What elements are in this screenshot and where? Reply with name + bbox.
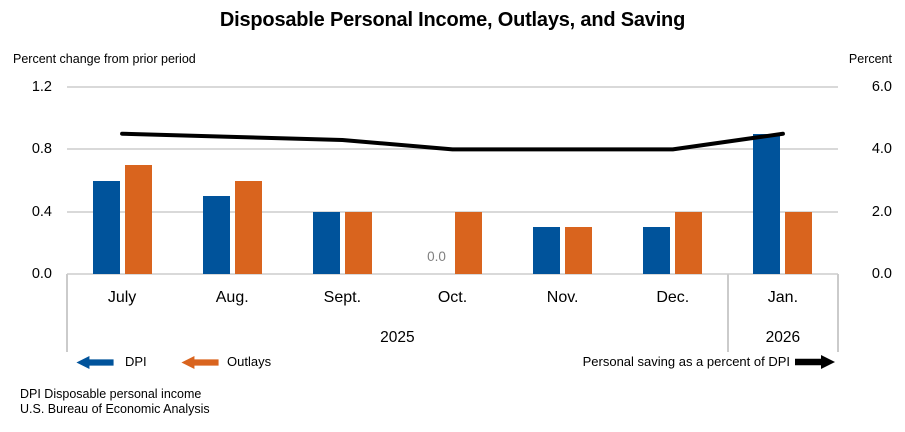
bar-dpi-dec <box>643 227 671 274</box>
zero-value-label: 0.0 <box>427 249 446 264</box>
bar-outlays-july <box>124 164 152 274</box>
category-separator <box>726 274 729 352</box>
category-separator <box>837 274 839 352</box>
chart-title: Disposable Personal Income, Outlays, and… <box>219 9 686 31</box>
bar-outlays-sept <box>344 211 372 274</box>
dpi-arrow-icon <box>76 356 114 369</box>
legend-label-saving: Personal saving as a percent of DPI <box>582 354 790 369</box>
dpi-arrow-shape <box>76 356 114 369</box>
bar-outlays-aug <box>234 180 262 274</box>
legend-label-outlays: Outlays <box>227 354 272 369</box>
bar-dpi-aug <box>202 196 230 274</box>
saving-line-path <box>120 131 785 152</box>
x-label-nov: Nov. <box>546 289 579 306</box>
y-tick-right: 4.0 <box>871 141 892 158</box>
outlays-arrow-shape <box>181 356 219 369</box>
gridline <box>67 86 838 88</box>
x-label-dec: Dec. <box>656 289 690 306</box>
bar-outlays-oct <box>455 211 482 274</box>
year-label-2026: 2026 <box>765 329 801 346</box>
outlays-arrow-icon <box>181 356 219 369</box>
saving-arrow-shape <box>795 355 835 369</box>
footnote-dpi: DPI Disposable personal income <box>20 387 202 401</box>
gridline <box>67 210 838 213</box>
x-label-sept: Sept. <box>323 289 362 306</box>
y-tick-right: 2.0 <box>871 203 892 220</box>
saving-line <box>120 131 785 152</box>
y-tick-left: 0.8 <box>31 141 52 158</box>
x-label-jan: Jan. <box>767 289 799 306</box>
left-axis-caption: Percent change from prior period <box>13 52 196 66</box>
y-tick-right: 6.0 <box>871 79 892 95</box>
year-label-2025: 2025 <box>380 329 415 346</box>
y-tick-right: 0.0 <box>871 266 892 282</box>
right-axis-caption: Percent <box>848 52 892 66</box>
footnotes: DPI Disposable personal income U.S. Bure… <box>20 387 210 416</box>
y-tick-left: 1.2 <box>31 79 52 95</box>
bar-dpi-nov <box>533 227 561 274</box>
bar-outlays-jan <box>785 211 813 274</box>
footnote-source: U.S. Bureau of Economic Analysis <box>20 401 210 416</box>
gridline <box>67 273 838 275</box>
bar-dpi-july <box>92 180 120 274</box>
x-label-oct: Oct. <box>437 289 468 306</box>
x-label-july: July <box>107 289 137 306</box>
saving-arrow-icon <box>795 355 835 369</box>
y-tick-left: 0.4 <box>31 203 52 220</box>
bar-dpi-jan <box>753 133 781 274</box>
bar-outlays-dec <box>675 211 703 274</box>
category-separator <box>66 274 68 352</box>
legend-label-dpi: DPI <box>125 354 147 369</box>
x-label-aug: Aug. <box>215 289 249 306</box>
bar-outlays-nov <box>565 227 593 274</box>
bar-dpi-sept <box>312 211 340 274</box>
y-tick-left: 0.0 <box>31 266 52 282</box>
